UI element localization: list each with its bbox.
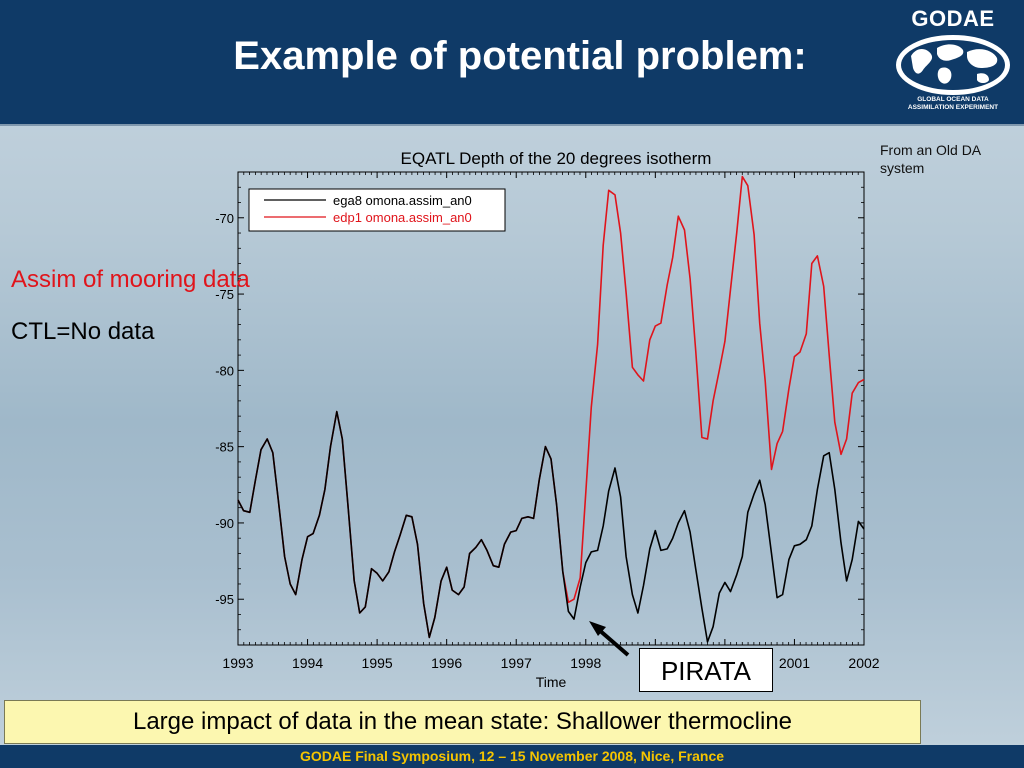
godae-logo: GODAE GLOBAL OCEAN DATA ASSIMILATION EXP…	[888, 6, 1018, 118]
y-tick-label: -90	[215, 516, 234, 531]
y-tick-label: -85	[215, 440, 234, 455]
logo-subtitle-line2: ASSIMILATION EXPERIMENT	[907, 104, 999, 111]
pirata-label: PIRATA	[660, 656, 752, 686]
plot-frame	[237, 171, 865, 646]
legend-label-edp1: edp1 omona.assim_an0	[333, 210, 472, 225]
assim-mooring-label: Assim of mooring data	[11, 266, 250, 293]
x-tick-label: 1996	[431, 655, 462, 671]
y-tick-label: -75	[215, 287, 234, 302]
footer-text: GODAE Final Symposium, 12 – 15 November …	[299, 748, 725, 764]
chart-title: EQATL Depth of the 20 degrees isotherm	[401, 149, 712, 168]
series-line-ega8	[237, 410, 865, 643]
x-tick-label: 2001	[779, 655, 810, 671]
logo-subtitle: GLOBAL OCEAN DATA ASSIMILATION EXPERIMEN…	[888, 96, 1018, 112]
y-tick-label: -70	[215, 211, 234, 226]
old-da-system-note: From an Old DA system	[880, 142, 981, 176]
x-tick-label: 1995	[362, 655, 393, 671]
caption-box: Large impact of data in the mean state: …	[4, 700, 921, 744]
pirata-label-box: PIRATA	[639, 648, 773, 692]
y-tick-label: -80	[215, 363, 234, 378]
caption-text: Large impact of data in the mean state: …	[132, 708, 793, 735]
x-tick-label: 2002	[848, 655, 879, 671]
pirata-arrow	[589, 621, 630, 657]
logo-subtitle-line1: GLOBAL OCEAN DATA	[917, 96, 989, 103]
footer-bar: GODAE Final Symposium, 12 – 15 November …	[0, 745, 1024, 768]
legend: ega8 omona.assim_an0 edp1 omona.assim_an…	[248, 188, 506, 232]
series-line-edp1	[237, 175, 865, 639]
globe-icon	[896, 35, 1010, 95]
slide-title: Example of potential problem:	[233, 34, 807, 78]
header-bar: Example of potential problem: GODAE GLOB…	[0, 0, 1024, 126]
legend-box	[248, 188, 506, 232]
x-tick-label: 1993	[222, 655, 253, 671]
ctl-no-data-label: CTL=No data	[11, 318, 155, 345]
x-axis-label: Time	[536, 674, 567, 690]
legend-label-ega8: ega8 omona.assim_an0	[333, 193, 472, 208]
x-tick-label: 1998	[570, 655, 601, 671]
x-tick-label: 1997	[501, 655, 532, 671]
x-tick-label: 1994	[292, 655, 323, 671]
y-tick-label: -95	[215, 592, 234, 607]
logo-wordmark: GODAE	[911, 6, 995, 31]
